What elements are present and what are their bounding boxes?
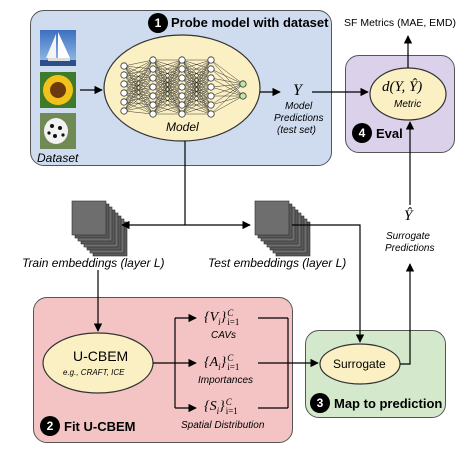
predictions-line-2: Predictions [274,113,324,124]
ucbem-examples: e.g., CRAFT, ICE [63,368,125,377]
step-3-badge: 3 [310,393,330,413]
neural-network-icon [120,56,247,118]
ucbem-title: U-CBEM [73,348,129,364]
train-embeddings-stack [71,200,128,257]
metric-formula: d(Y, Ŷ) [382,79,423,95]
cav-close: } [220,310,227,326]
cav-sup: C [227,308,234,318]
spatial-sup: C [225,397,232,407]
test-embeddings-label: Test embeddings (layer L) [208,256,347,270]
step-2-badge: 2 [40,416,60,436]
importance-close: } [220,355,227,371]
dalmatian-image [40,113,76,149]
cav-base: {V [204,310,219,326]
importance-label: Importances [198,375,254,386]
metric-label: Metric [394,99,422,110]
sailboat-image [40,30,76,66]
predictions-line-1: Model [285,101,313,112]
importance-sup: C [227,353,234,363]
cav-label: CAVs [211,330,237,341]
importance-base: {A [204,355,219,371]
y-symbol: Y [293,82,302,99]
importance-lower: i=1 [227,362,240,372]
step-1-badge: 1 [148,13,168,33]
surrogate-pred-line-2: Predictions [385,243,435,254]
surrogate-label: Surrogate [333,357,386,371]
train-embeddings-label: Train embeddings (layer L) [22,256,165,270]
sf-metrics-label: SF Metrics (MAE, EMD) [344,17,456,29]
test-to-surrogate-arrow [292,224,365,343]
spatial-close: } [219,399,225,415]
predictions-line-3: (test set) [277,125,316,136]
test-embeddings-stack [254,200,311,257]
step-4-badge: 4 [352,123,372,143]
importance-sub: i [218,362,221,373]
yhat-symbol: Ŷ [404,208,413,224]
cav-lower: i=1 [227,317,240,327]
spatial-label: Spatial Distribution [181,420,265,431]
spatial-base: {S [204,399,217,415]
spatial-lower: i=1 [225,406,238,416]
sunflower-image [40,72,76,108]
cav-sub: i [218,317,221,328]
eval-title: Eval [376,126,403,141]
surrogate-to-yhat-arrow [400,263,415,365]
surrogate-pred-line-1: Surrogate [386,231,430,242]
dataset-label: Dataset [37,151,79,165]
spatial-sub: i [216,406,220,417]
model-label: Model [166,120,199,134]
fit-title: Fit U-CBEM [64,419,136,434]
probe-title: Probe model with dataset [171,15,329,30]
map-title: Map to prediction [334,396,443,411]
